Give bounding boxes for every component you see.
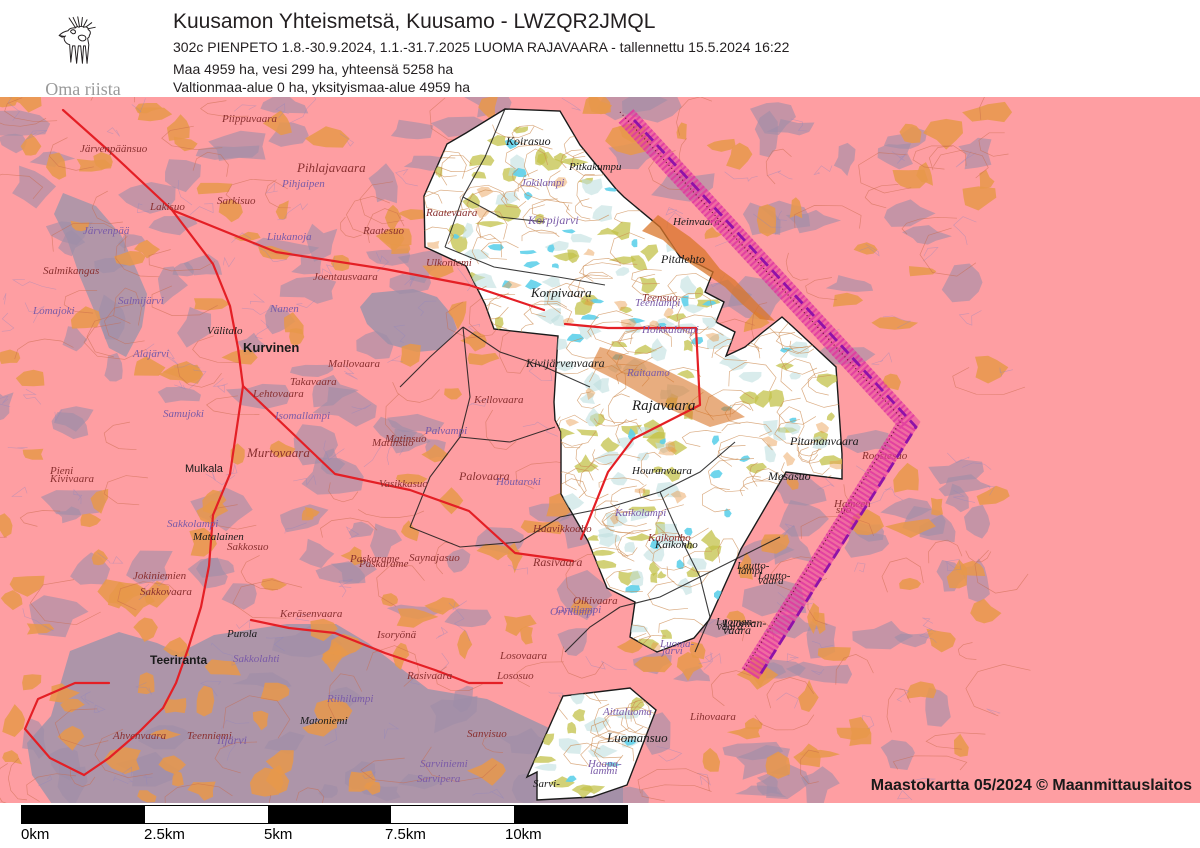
svg-text:Kaikonho: Kaikonho [654, 539, 698, 551]
svg-text:Raatevaara: Raatevaara [425, 207, 478, 219]
svg-text:Teeriranta: Teeriranta [150, 653, 207, 667]
svg-text:Lihovaara: Lihovaara [689, 711, 736, 723]
svg-text:Sanvisuo: Sanvisuo [467, 728, 507, 740]
svg-text:Raitaamo: Raitaamo [626, 367, 670, 379]
svg-text:Lakisuo: Lakisuo [149, 201, 185, 213]
svg-text:Korpivaara: Korpivaara [530, 285, 592, 300]
svg-text:Iijärvi: Iijärvi [216, 733, 247, 747]
svg-text:Vasikkasuo: Vasikkasuo [379, 478, 428, 490]
svg-text:Keräsenvaara: Keräsenvaara [279, 608, 343, 620]
svg-text:Ulkoniemi: Ulkoniemi [426, 257, 472, 269]
svg-text:Isomallampi: Isomallampi [274, 410, 330, 422]
svg-text:Takavaara: Takavaara [290, 376, 337, 388]
svg-text:Sakkosuo: Sakkosuo [227, 541, 269, 553]
svg-text:Kivijärvenvaara: Kivijärvenvaara [525, 356, 605, 370]
svg-text:Piippuvaara: Piippuvaara [221, 113, 277, 125]
svg-text:Pihjaipen: Pihjaipen [281, 178, 325, 190]
svg-text:jarvi: jarvi [660, 645, 683, 657]
svg-text:Salmijärvi: Salmijärvi [118, 295, 164, 307]
svg-text:Houtaroki: Houtaroki [495, 476, 541, 488]
svg-text:Haavikkoaho: Haavikkoaho [532, 523, 592, 535]
svg-text:Lehtovaara: Lehtovaara [252, 388, 304, 400]
svg-text:Salmikangas: Salmikangas [43, 265, 99, 277]
svg-text:Sakkovaara: Sakkovaara [140, 586, 192, 598]
svg-text:Aittaluoma: Aittaluoma [602, 706, 652, 718]
svg-text:Sakkolahti: Sakkolahti [233, 653, 279, 665]
svg-text:Pitalehto: Pitalehto [660, 252, 705, 266]
svg-text:Järvenpäänsuo: Järvenpäänsuo [80, 143, 148, 155]
svg-text:Palvampi: Palvampi [424, 425, 467, 437]
svg-text:Pihlajavaara: Pihlajavaara [296, 160, 366, 175]
svg-text:Joentausvaara: Joentausvaara [313, 271, 378, 283]
svg-text:Luomansuo: Luomansuo [606, 730, 668, 745]
svg-text:Teenlampi: Teenlampi [635, 297, 680, 309]
svg-text:lammi: lammi [590, 765, 618, 777]
svg-text:Lososuo: Lososuo [496, 670, 534, 682]
svg-text:Kivivaara: Kivivaara [49, 473, 94, 485]
svg-text:vaara: vaara [723, 623, 751, 637]
svg-text:Pitamanvaara: Pitamanvaara [789, 434, 859, 448]
svg-text:Sarviniemi: Sarviniemi [420, 758, 468, 770]
svg-text:Rajavaara: Rajavaara [631, 398, 695, 414]
svg-text:Ahvenvaara: Ahvenvaara [112, 730, 167, 742]
svg-text:Rasivaara: Rasivaara [532, 555, 582, 569]
svg-text:Rasivaara: Rasivaara [406, 670, 453, 682]
svg-text:Saynajasuo: Saynajasuo [409, 552, 460, 564]
svg-text:Paskarame: Paskarame [358, 558, 409, 570]
svg-text:Samujoki: Samujoki [163, 408, 204, 420]
svg-text:Sarvipera: Sarvipera [417, 773, 461, 785]
svg-text:Isoryönä: Isoryönä [376, 629, 417, 641]
svg-text:Mesasuo: Mesasuo [767, 469, 811, 483]
svg-text:Välitalo: Välitalo [207, 325, 243, 337]
svg-text:Raatesuo: Raatesuo [362, 225, 404, 237]
svg-text:Jokiniemien: Jokiniemien [133, 570, 187, 582]
svg-text:Sarvi-: Sarvi- [533, 778, 560, 790]
svg-text:Korpijarvi: Korpijarvi [527, 213, 579, 227]
svg-text:Matinsuo: Matinsuo [371, 437, 414, 449]
svg-text:Murtovaara: Murtovaara [246, 445, 310, 460]
svg-text:Hoikkalampi: Hoikkalampi [641, 324, 699, 336]
svg-text:Sarkisuo: Sarkisuo [217, 195, 256, 207]
svg-text:Riihilampi: Riihilampi [326, 693, 373, 705]
svg-text:Purola: Purola [226, 628, 258, 640]
svg-text:Lomajoki: Lomajoki [32, 305, 75, 317]
svg-text:Mallovaara: Mallovaara [327, 358, 380, 370]
svg-text:Kaikolampi: Kaikolampi [614, 507, 666, 519]
svg-text:Jokilampi: Jokilampi [521, 177, 564, 189]
svg-text:Kellovaara: Kellovaara [473, 394, 524, 406]
svg-text:Kurvinen: Kurvinen [243, 340, 299, 355]
svg-text:vaara: vaara [758, 575, 784, 587]
svg-text:Pitkakumpu: Pitkakumpu [568, 161, 622, 173]
svg-text:Alajärvi: Alajärvi [132, 348, 169, 360]
svg-text:Nanen: Nanen [269, 303, 299, 315]
svg-text:Orvilampi: Orvilampi [550, 606, 595, 618]
svg-text:Sakkolampi: Sakkolampi [167, 518, 218, 530]
svg-text:Losovaara: Losovaara [499, 650, 548, 662]
svg-text:Matoniemi: Matoniemi [299, 715, 348, 727]
svg-text:Koirasuo: Koirasuo [505, 134, 551, 148]
svg-text:Houranvaara: Houranvaara [631, 465, 692, 477]
svg-text:Liukanoja: Liukanoja [266, 231, 312, 243]
svg-text:Järvenpää: Järvenpää [83, 225, 130, 237]
svg-text:Mulkala: Mulkala [185, 463, 224, 475]
